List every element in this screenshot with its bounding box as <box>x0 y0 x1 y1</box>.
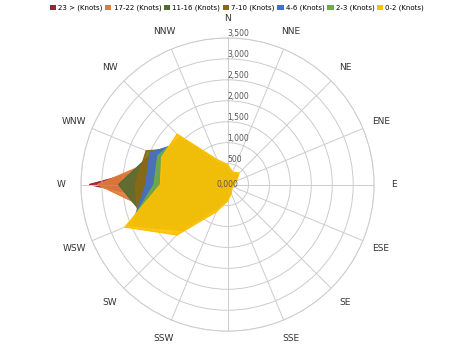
Polygon shape <box>129 137 237 230</box>
Polygon shape <box>89 162 230 204</box>
Polygon shape <box>98 157 231 214</box>
Polygon shape <box>125 134 239 235</box>
Legend: 23 > (Knots), 17-22 (Knots), 11-16 (Knots), 7-10 (Knots), 4-6 (Knots), 2-3 (Knot: 23 > (Knots), 17-22 (Knots), 11-16 (Knot… <box>48 3 426 13</box>
Polygon shape <box>136 148 234 221</box>
Polygon shape <box>118 153 233 218</box>
Text: 0,000: 0,000 <box>217 180 238 189</box>
Polygon shape <box>133 141 236 225</box>
